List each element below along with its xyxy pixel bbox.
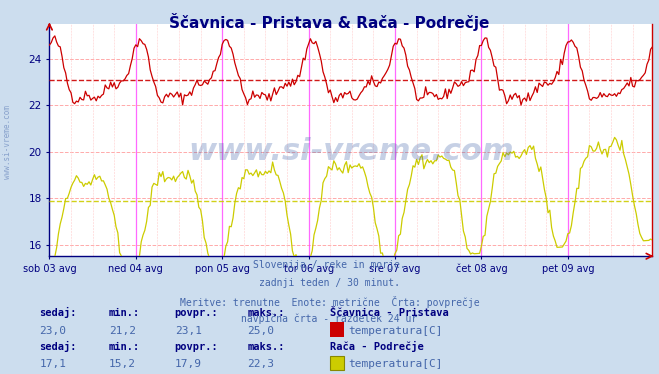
Text: Slovenija / reke in morje.: Slovenija / reke in morje.: [253, 260, 406, 270]
Text: sedaj:: sedaj:: [40, 341, 77, 352]
Text: sedaj:: sedaj:: [40, 307, 77, 318]
Text: 17,1: 17,1: [40, 359, 67, 369]
Text: Meritve: trenutne  Enote: metrične  Črta: povprečje: Meritve: trenutne Enote: metrične Črta: …: [180, 296, 479, 308]
Text: www.si-vreme.com: www.si-vreme.com: [188, 137, 514, 166]
Text: 15,2: 15,2: [109, 359, 136, 369]
Text: 25,0: 25,0: [247, 326, 274, 335]
Text: temperatura[C]: temperatura[C]: [348, 359, 442, 369]
Text: povpr.:: povpr.:: [175, 342, 218, 352]
Text: Ščavnica - Pristava & Rača - Podrečje: Ščavnica - Pristava & Rača - Podrečje: [169, 13, 490, 31]
Text: 23,0: 23,0: [40, 326, 67, 335]
Text: 17,9: 17,9: [175, 359, 202, 369]
Text: Ščavnica - Pristava: Ščavnica - Pristava: [330, 308, 448, 318]
Text: 21,2: 21,2: [109, 326, 136, 335]
Text: povpr.:: povpr.:: [175, 308, 218, 318]
Text: www.si-vreme.com: www.si-vreme.com: [3, 105, 13, 179]
Text: zadnji teden / 30 minut.: zadnji teden / 30 minut.: [259, 278, 400, 288]
Text: min.:: min.:: [109, 342, 140, 352]
Text: min.:: min.:: [109, 308, 140, 318]
Text: 22,3: 22,3: [247, 359, 274, 369]
Text: maks.:: maks.:: [247, 342, 285, 352]
Text: Rača - Podrečje: Rača - Podrečje: [330, 341, 423, 352]
Text: 23,1: 23,1: [175, 326, 202, 335]
Text: temperatura[C]: temperatura[C]: [348, 326, 442, 335]
Text: navpična črta - razdelek 24 ur: navpična črta - razdelek 24 ur: [241, 314, 418, 324]
Text: maks.:: maks.:: [247, 308, 285, 318]
